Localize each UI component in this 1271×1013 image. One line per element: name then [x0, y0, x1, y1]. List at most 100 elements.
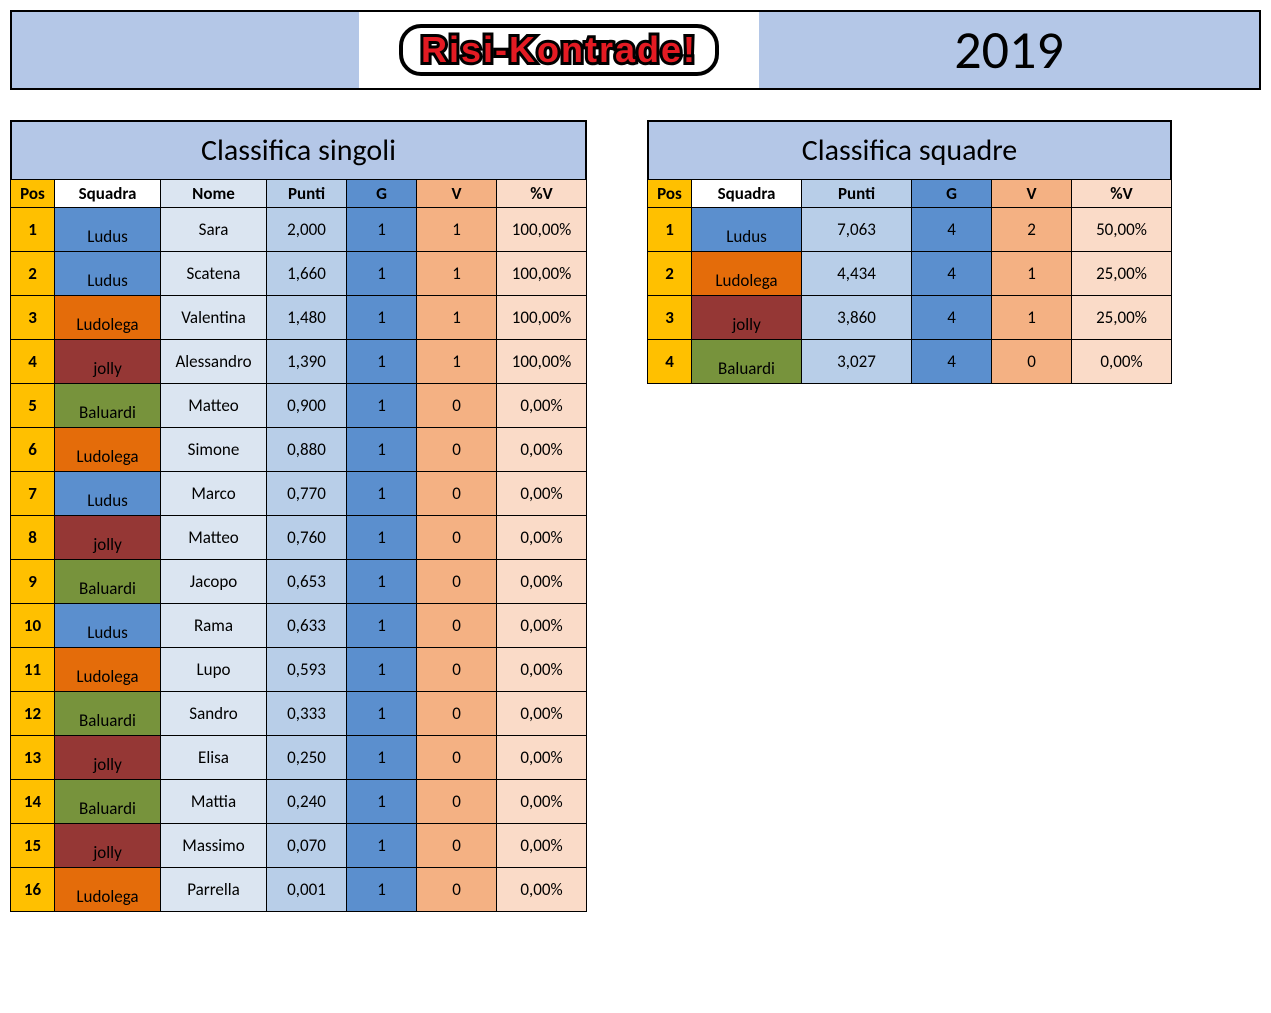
cell-pos: 3: [648, 296, 692, 340]
cell-g: 1: [347, 472, 417, 516]
cell-v: 0: [417, 384, 497, 428]
cell-punti: 2,000: [267, 208, 347, 252]
cell-g: 1: [347, 648, 417, 692]
cell-g: 4: [912, 296, 992, 340]
cell-pv: 0,00%: [497, 516, 587, 560]
table-row: 8jollyMatteo0,760100,00%: [11, 516, 587, 560]
table-row: 1Ludus7,0634250,00%: [648, 208, 1172, 252]
cell-g: 1: [347, 384, 417, 428]
cell-punti: 7,063: [802, 208, 912, 252]
cell-g: 1: [347, 516, 417, 560]
cell-v: 0: [417, 428, 497, 472]
cell-squadra: Ludolega: [55, 868, 161, 912]
cell-pos: 6: [11, 428, 55, 472]
cell-pos: 8: [11, 516, 55, 560]
col-v: V: [992, 180, 1072, 208]
table-row: 10LudusRama0,633100,00%: [11, 604, 587, 648]
col-g: G: [912, 180, 992, 208]
cell-squadra: Baluardi: [692, 340, 802, 384]
cell-v: 0: [417, 472, 497, 516]
cell-pos: 4: [648, 340, 692, 384]
col-punti: Punti: [802, 180, 912, 208]
cell-nome: Sara: [161, 208, 267, 252]
cell-punti: 1,390: [267, 340, 347, 384]
col-pos: Pos: [648, 180, 692, 208]
table-row: 2Ludolega4,4344125,00%: [648, 252, 1172, 296]
cell-v: 1: [417, 340, 497, 384]
cell-pv: 0,00%: [497, 692, 587, 736]
cell-nome: Marco: [161, 472, 267, 516]
cell-punti: 0,653: [267, 560, 347, 604]
table-row: 16LudolegaParrella0,001100,00%: [11, 868, 587, 912]
cell-pos: 1: [648, 208, 692, 252]
cell-nome: Parrella: [161, 868, 267, 912]
table-row: 11LudolegaLupo0,593100,00%: [11, 648, 587, 692]
singles-table-wrap: Classifica singoli Pos Squadra Nome Punt…: [10, 120, 587, 912]
cell-squadra: Ludolega: [692, 252, 802, 296]
singles-title: Classifica singoli: [10, 120, 587, 179]
cell-pos: 1: [11, 208, 55, 252]
cell-v: 0: [417, 780, 497, 824]
cell-nome: Rama: [161, 604, 267, 648]
col-squadra: Squadra: [692, 180, 802, 208]
cell-nome: Simone: [161, 428, 267, 472]
cell-punti: 0,250: [267, 736, 347, 780]
cell-punti: 0,070: [267, 824, 347, 868]
cell-g: 1: [347, 868, 417, 912]
cell-g: 1: [347, 604, 417, 648]
teams-table: Pos Squadra Punti G V %V 1Ludus7,0634250…: [647, 179, 1172, 384]
cell-pos: 3: [11, 296, 55, 340]
table-row: 1LudusSara2,00011100,00%: [11, 208, 587, 252]
cell-pos: 4: [11, 340, 55, 384]
cell-nome: Lupo: [161, 648, 267, 692]
header-year: 2019: [759, 12, 1259, 88]
cell-pos: 7: [11, 472, 55, 516]
singles-table: Pos Squadra Nome Punti G V %V 1LudusSara…: [10, 179, 587, 912]
cell-nome: Alessandro: [161, 340, 267, 384]
cell-nome: Elisa: [161, 736, 267, 780]
cell-squadra: Ludus: [55, 208, 161, 252]
cell-nome: Mattia: [161, 780, 267, 824]
cell-squadra: Baluardi: [55, 384, 161, 428]
table-row: 7LudusMarco0,770100,00%: [11, 472, 587, 516]
cell-pv: 100,00%: [497, 252, 587, 296]
cell-pos: 16: [11, 868, 55, 912]
table-row: 14BaluardiMattia0,240100,00%: [11, 780, 587, 824]
cell-punti: 0,633: [267, 604, 347, 648]
cell-squadra: jolly: [692, 296, 802, 340]
cell-g: 4: [912, 252, 992, 296]
cell-g: 1: [347, 296, 417, 340]
cell-pv: 25,00%: [1072, 296, 1172, 340]
col-squadra: Squadra: [55, 180, 161, 208]
cell-pos: 14: [11, 780, 55, 824]
table-row: 3LudolegaValentina1,48011100,00%: [11, 296, 587, 340]
cell-punti: 1,660: [267, 252, 347, 296]
table-row: 5BaluardiMatteo0,900100,00%: [11, 384, 587, 428]
col-punti: Punti: [267, 180, 347, 208]
cell-pos: 12: [11, 692, 55, 736]
cell-pos: 9: [11, 560, 55, 604]
cell-punti: 0,240: [267, 780, 347, 824]
cell-pos: 2: [11, 252, 55, 296]
table-row: 9BaluardiJacopo0,653100,00%: [11, 560, 587, 604]
cell-pv: 100,00%: [497, 208, 587, 252]
cell-nome: Sandro: [161, 692, 267, 736]
cell-nome: Massimo: [161, 824, 267, 868]
cell-punti: 0,001: [267, 868, 347, 912]
cell-v: 1: [992, 296, 1072, 340]
cell-punti: 0,900: [267, 384, 347, 428]
cell-squadra: Ludolega: [55, 428, 161, 472]
cell-v: 0: [417, 692, 497, 736]
cell-pv: 0,00%: [497, 780, 587, 824]
cell-punti: 0,880: [267, 428, 347, 472]
cell-punti: 1,480: [267, 296, 347, 340]
cell-pv: 25,00%: [1072, 252, 1172, 296]
cell-squadra: Ludolega: [55, 296, 161, 340]
cell-squadra: jolly: [55, 824, 161, 868]
cell-v: 0: [992, 340, 1072, 384]
cell-nome: Matteo: [161, 384, 267, 428]
table-row: 12BaluardiSandro0,333100,00%: [11, 692, 587, 736]
cell-g: 1: [347, 692, 417, 736]
cell-v: 0: [417, 604, 497, 648]
cell-squadra: Ludolega: [55, 648, 161, 692]
